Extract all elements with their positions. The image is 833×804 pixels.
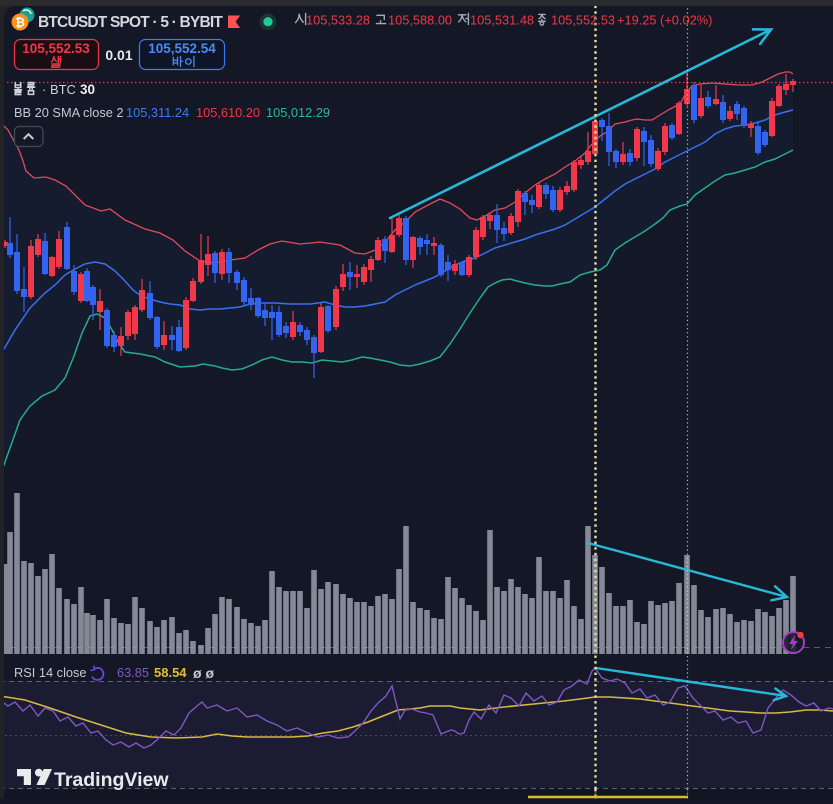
svg-text:105,533.28: 105,533.28 [306,13,370,28]
svg-text:58.54: 58.54 [154,665,187,680]
svg-text:105,012.29: 105,012.29 [266,105,330,120]
svg-text:105,531.48: 105,531.48 [470,13,534,28]
svg-text:₿: ₿ [15,16,25,30]
svg-text:ø ø: ø ø [193,665,214,681]
svg-text:63.85: 63.85 [117,665,149,680]
svg-text:· BTC: · BTC [42,82,76,97]
svg-text:105,588.00: 105,588.00 [388,13,452,28]
svg-text:BB 20 SMA close 2: BB 20 SMA close 2 [14,105,124,120]
svg-text:105,552.54: 105,552.54 [148,41,216,56]
svg-text:TradingView: TradingView [54,769,169,791]
svg-text:105,311.24: 105,311.24 [126,105,189,120]
svg-text:0.01: 0.01 [105,47,132,63]
svg-text:+19.25 (+0.02%): +19.25 (+0.02%) [617,13,712,28]
svg-text:30: 30 [80,82,95,97]
svg-text:BTCUSDT SPOT · 5 · BYBIT: BTCUSDT SPOT · 5 · BYBIT [38,14,223,31]
svg-text:RSI 14 close: RSI 14 close [14,665,87,680]
svg-text:105,552.53: 105,552.53 [551,13,615,28]
svg-text:105,552.53: 105,552.53 [22,41,90,56]
svg-text:105,610.20: 105,610.20 [196,105,260,120]
